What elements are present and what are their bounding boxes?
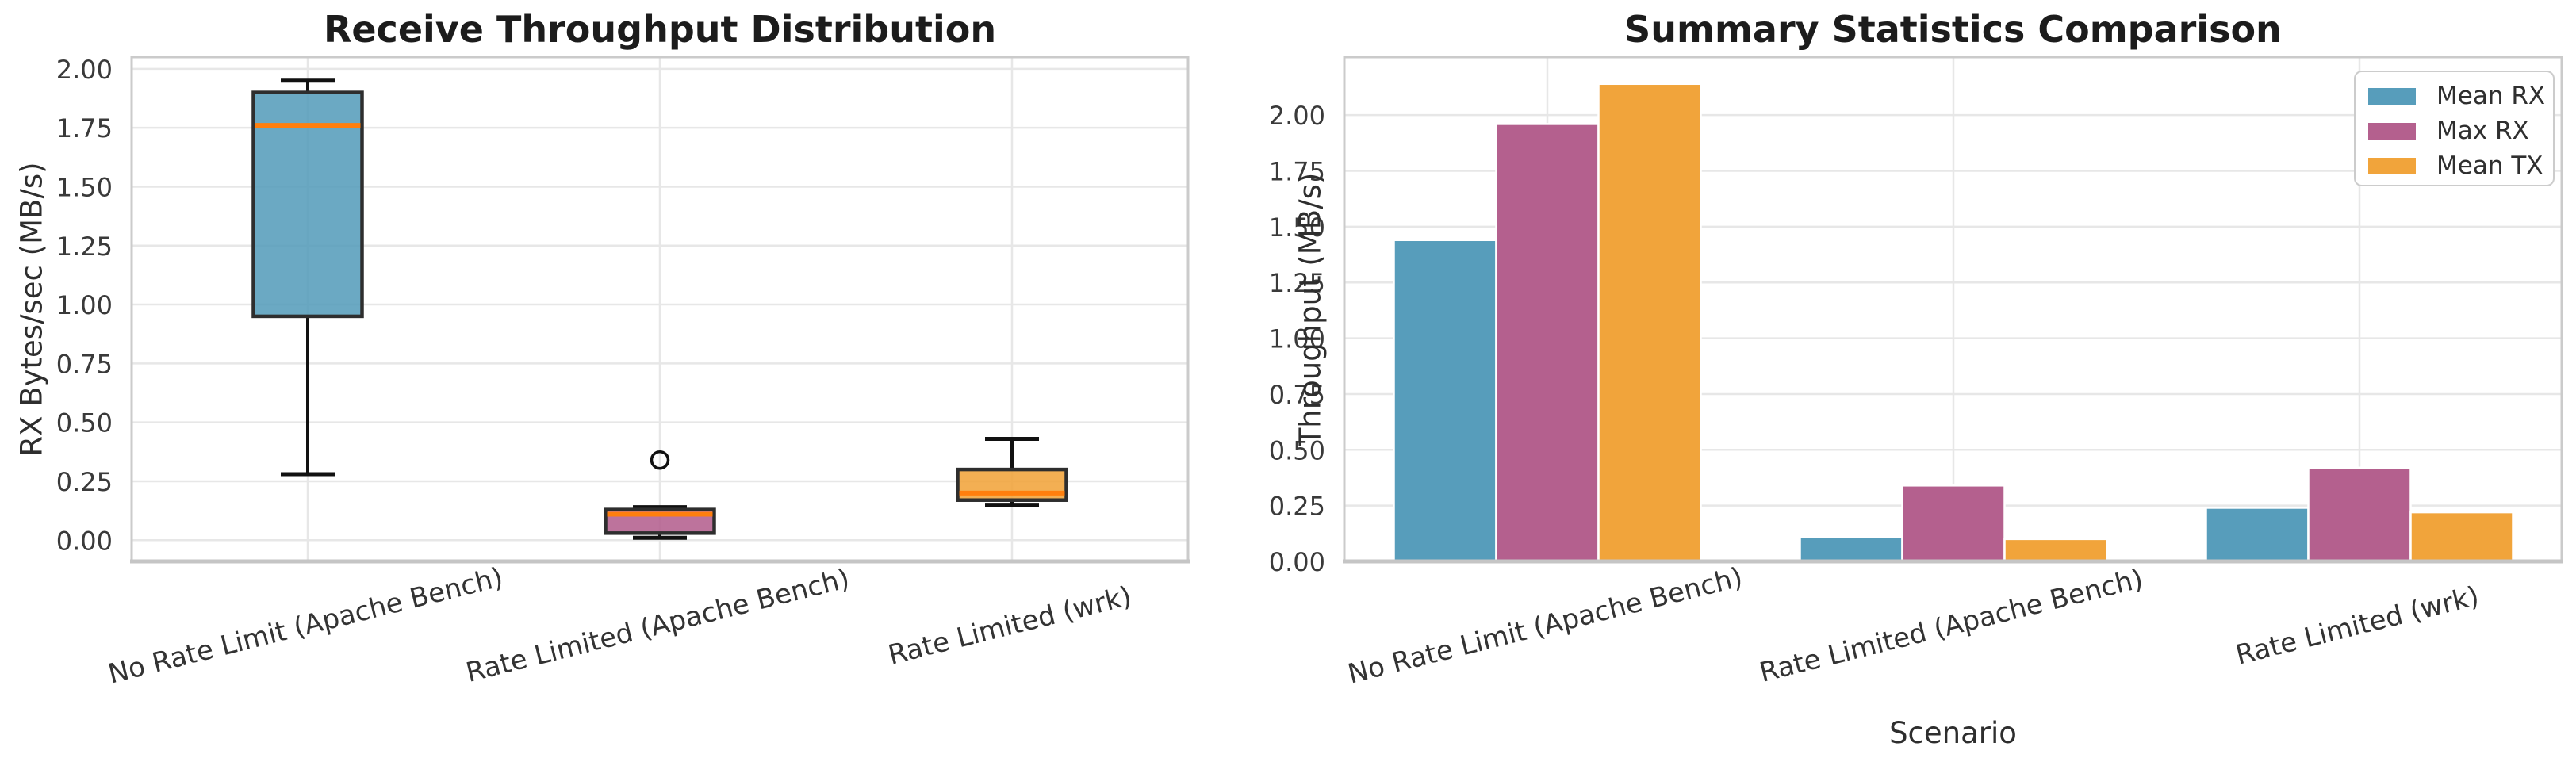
y-tick-label: 1.25	[1269, 268, 1325, 298]
legend-label: Mean RX	[2436, 82, 2546, 110]
x-tick-label: Rate Limited (Apache Bench)	[463, 563, 853, 689]
right-chart-title: Summary Statistics Comparison	[1624, 8, 2282, 51]
outlier-point	[650, 450, 670, 470]
bar	[2409, 511, 2514, 563]
y-tick-label: 1.50	[1269, 213, 1325, 243]
legend-swatch-max-rx	[2368, 122, 2416, 140]
y-tick-label: 0.25	[1269, 492, 1325, 522]
legend: Mean RX Max RX Mean TX	[2354, 71, 2555, 186]
x-tick-label: No Rate Limit (Apache Bench)	[1345, 561, 1746, 690]
legend-swatch-mean-tx	[2368, 157, 2416, 174]
right-y-axis-label: Throughput (MB/s)	[1293, 172, 1328, 446]
y-tick-label: 1.50	[56, 172, 113, 202]
left-chart-title: Receive Throughput Distribution	[323, 8, 997, 51]
left-y-axis-label: RX Bytes/sec (MB/s)	[14, 162, 49, 457]
y-tick-label: 2.00	[56, 55, 113, 85]
bar	[1495, 123, 1600, 563]
bar	[2003, 538, 2108, 563]
x-tick-label: No Rate Limit (Apache Bench)	[105, 561, 507, 690]
legend-item: Max RX	[2368, 113, 2553, 148]
x-tick-label: Rate Limited (wrk)	[2233, 580, 2482, 672]
y-tick-label: 0.50	[1269, 435, 1325, 465]
y-tick-label: 1.25	[56, 232, 113, 262]
bar	[1799, 535, 1903, 563]
y-tick-label: 0.50	[56, 408, 113, 438]
y-tick-label: 1.75	[56, 113, 113, 144]
legend-label: Mean TX	[2436, 151, 2543, 180]
y-tick-label: 1.00	[1269, 324, 1325, 354]
y-tick-label: 0.25	[56, 467, 113, 497]
box	[251, 90, 364, 319]
y-tick-label: 2.00	[1269, 101, 1325, 131]
bar	[2205, 507, 2310, 563]
bar	[1901, 484, 2006, 563]
legend-item: Mean RX	[2368, 78, 2553, 113]
legend-item: Mean TX	[2368, 148, 2553, 183]
bar	[1597, 82, 1702, 563]
box	[956, 467, 1068, 502]
y-tick-label: 0.75	[1269, 380, 1325, 410]
y-tick-label: 1.75	[1269, 157, 1325, 187]
y-tick-label: 0.00	[56, 526, 113, 556]
right-x-axis-label: Scenario	[1889, 716, 2017, 750]
y-tick-label: 0.75	[56, 349, 113, 379]
x-tick-label: Rate Limited (wrk)	[885, 580, 1135, 672]
legend-swatch-mean-rx	[2368, 87, 2416, 105]
bar	[1393, 239, 1497, 563]
y-tick-label: 0.00	[1269, 547, 1325, 577]
y-tick-label: 1.00	[56, 290, 113, 320]
bar	[2307, 466, 2412, 563]
legend-label: Max RX	[2436, 117, 2529, 145]
x-tick-label: Rate Limited (Apache Bench)	[1757, 563, 2147, 689]
